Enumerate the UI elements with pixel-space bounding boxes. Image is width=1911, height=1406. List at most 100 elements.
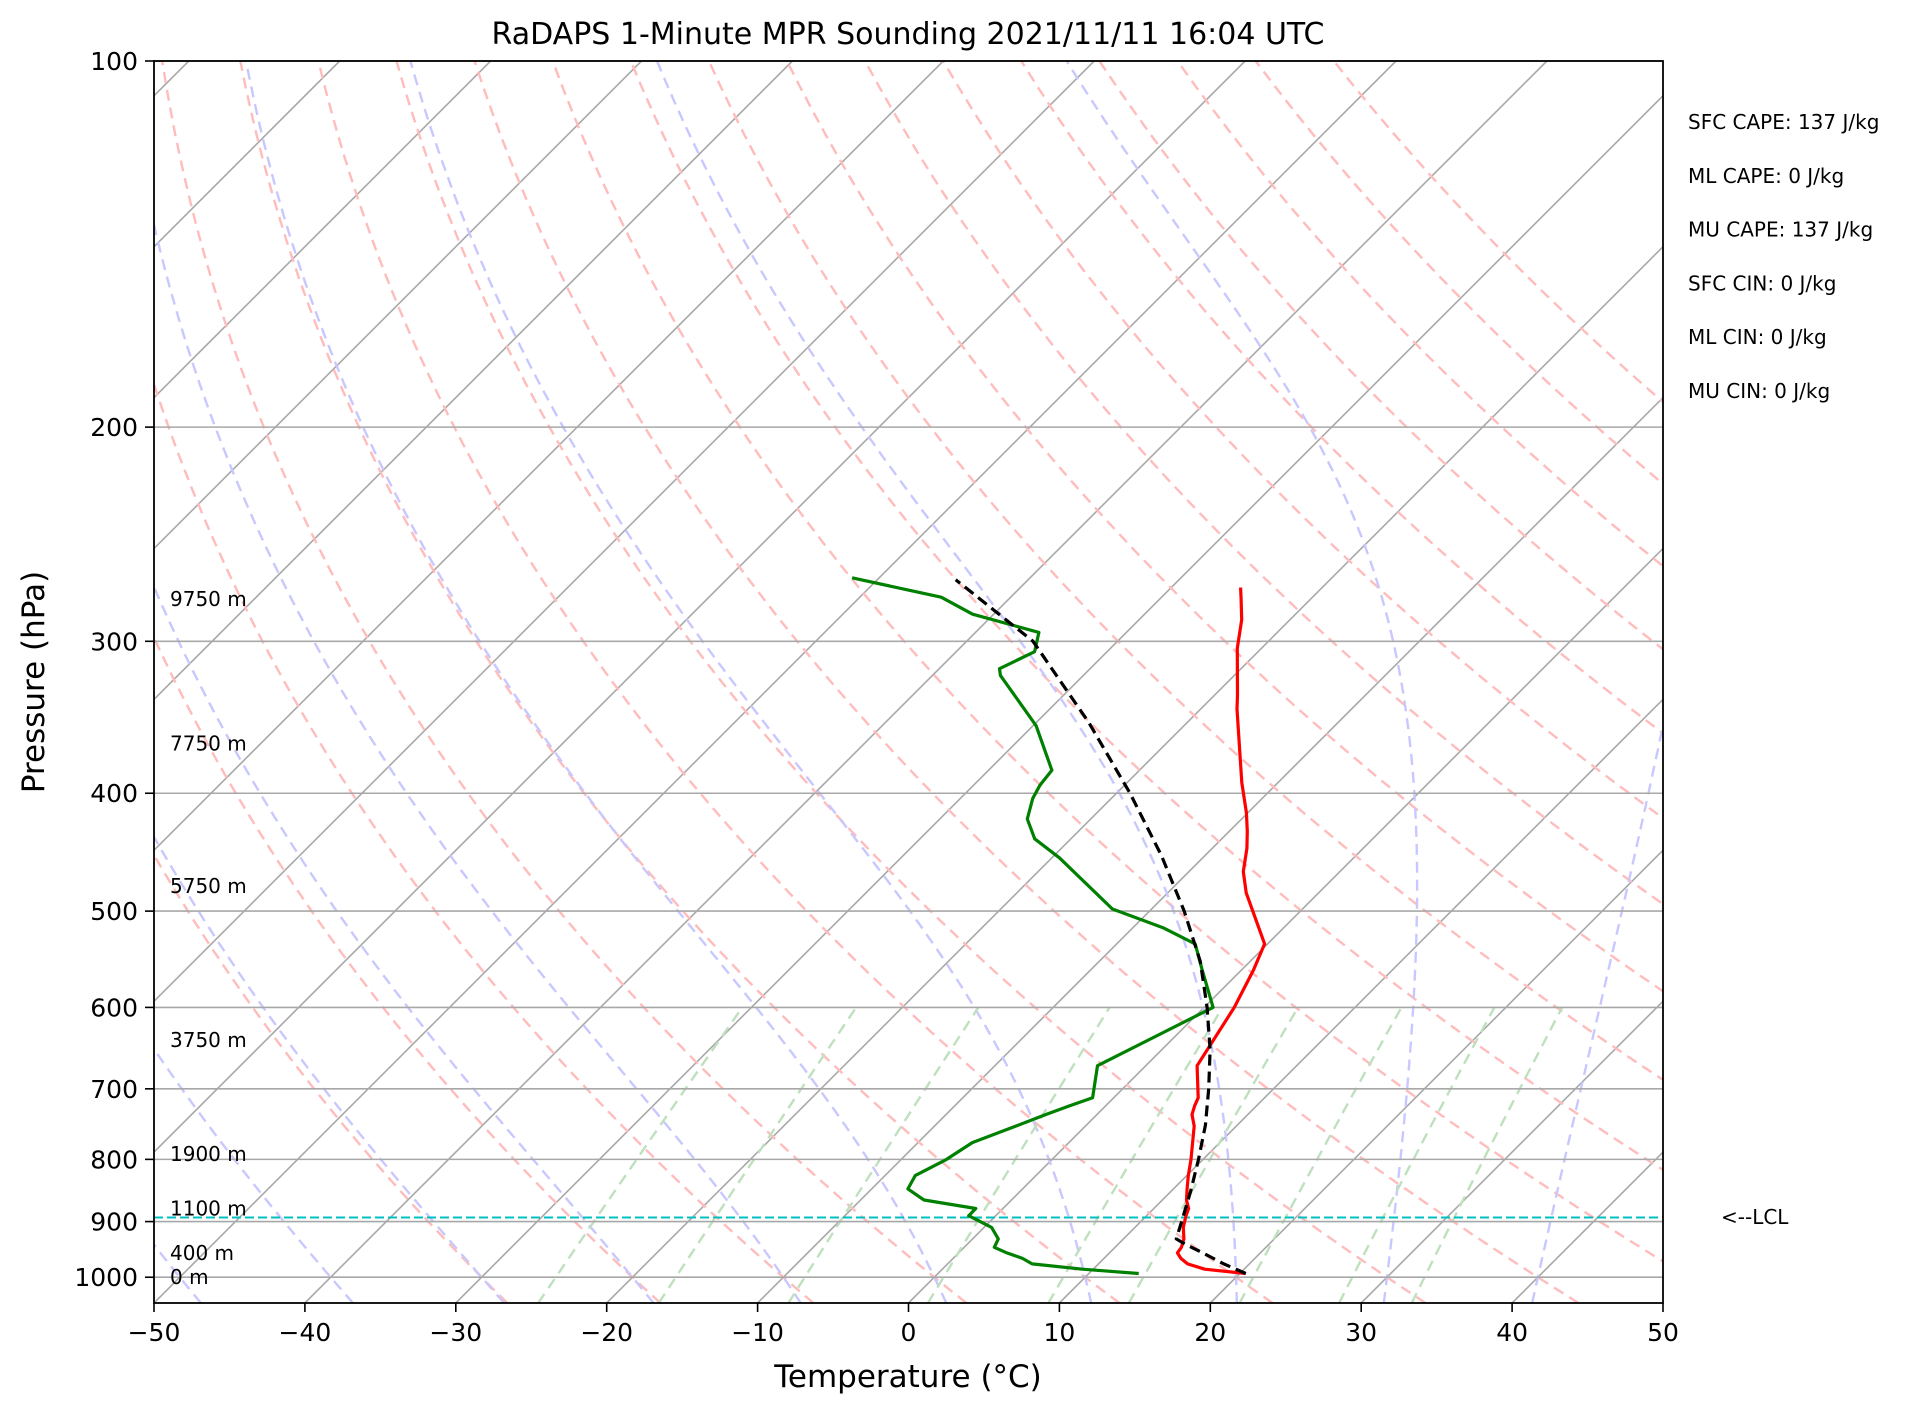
x-tick-label: 20 (1194, 1318, 1226, 1347)
isotherm-line (154, 61, 1095, 1003)
dry-adiabat-line (629, 61, 1663, 1172)
y-axis-label: Pressure (hPa) (16, 571, 52, 793)
stability-index-label: SFC CAPE: 137 J/kg (1688, 110, 1879, 134)
dry-adiabat-line (1020, 61, 1663, 735)
mixing-ratio-line (537, 1006, 744, 1303)
mixing-ratio-line (1127, 1006, 1300, 1303)
isotherm-line (1511, 1150, 1663, 1303)
isotherm-line (154, 61, 944, 852)
y-tick-label: 700 (90, 1075, 138, 1104)
dry-adiabat-line (239, 61, 1121, 1303)
moist-adiabat-line (1065, 61, 1419, 1303)
isotherm-line (154, 61, 1246, 1154)
x-tick-label: −10 (731, 1318, 784, 1347)
moist-adiabat-line (244, 61, 948, 1303)
stability-index-label: SFC CIN: 0 J/kg (1688, 271, 1836, 295)
mixing-ratio-line (657, 1006, 858, 1303)
isotherm-line (606, 245, 1663, 1303)
height-label: 5750 m (170, 874, 247, 898)
isotherm-line (1058, 698, 1663, 1303)
dry-adiabat-line (154, 852, 509, 1303)
mixing-ratio-line (1238, 1006, 1403, 1303)
height-label: 3750 m (170, 1028, 247, 1052)
height-label: 0 m (170, 1265, 209, 1289)
isotherm-line (757, 396, 1663, 1303)
dry-adiabat-line (785, 61, 1663, 993)
dry-adiabat-line (551, 61, 1663, 1263)
moist-adiabat-line (154, 583, 655, 1303)
height-label: 7750 m (170, 731, 247, 755)
stability-index-label: ML CAPE: 0 J/kg (1688, 164, 1844, 188)
x-tick-label: −30 (429, 1318, 482, 1347)
y-tick-label: 900 (90, 1208, 138, 1237)
y-tick-label: 100 (90, 47, 138, 76)
dry-adiabat-line (864, 61, 1663, 906)
x-tick-label: −50 (128, 1318, 181, 1347)
dry-adiabat-lines (154, 61, 1663, 1303)
x-tick-label: 10 (1043, 1318, 1075, 1347)
isotherm-line (154, 61, 643, 550)
height-label: 9750 m (170, 587, 247, 611)
y-tick-label: 400 (90, 779, 138, 808)
moist-adiabat-line (1531, 719, 1663, 1303)
height-label: 1100 m (170, 1197, 247, 1221)
y-tick-label: 300 (90, 627, 138, 656)
y-tick-label: 600 (90, 993, 138, 1022)
y-tick-label: 500 (90, 897, 138, 926)
mixing-ratio-line (1338, 1006, 1496, 1303)
moist-adiabat-line (655, 61, 1238, 1303)
dry-adiabat-line (1176, 61, 1663, 568)
y-tick-label: 800 (90, 1145, 138, 1174)
moist-adiabat-lines (154, 61, 1911, 1303)
isotherm-line (304, 61, 1548, 1303)
mixing-ratio-line (1410, 1006, 1564, 1303)
x-tick-label: 0 (901, 1318, 917, 1347)
height-label: 1900 m (170, 1142, 247, 1166)
x-axis-label: Temperature (°C) (773, 1359, 1042, 1395)
y-tick-label: 1000 (74, 1263, 138, 1292)
stability-indices: SFC CAPE: 137 J/kg ML CAPE: 0 J/kg MU CAPE… (1688, 110, 1879, 403)
x-tick-label: −20 (580, 1318, 633, 1347)
dry-adiabat-line (161, 61, 968, 1303)
isotherm-line (154, 61, 793, 701)
lcl-label: <--LCL (1721, 1205, 1789, 1229)
dry-adiabat-line (1254, 61, 1663, 486)
isotherm-line (455, 94, 1663, 1303)
mixing-ratio-lines (537, 1006, 1564, 1303)
stability-index-label: MU CIN: 0 J/kg (1688, 379, 1830, 403)
sounding-traces (851, 576, 1267, 1276)
isotherm-line (154, 61, 1397, 1303)
isotherm-line (907, 547, 1663, 1303)
mixing-ratio-line (926, 1006, 1111, 1303)
dry-adiabat-line (317, 61, 1274, 1303)
dry-adiabat-line (942, 61, 1663, 820)
dry-adiabat-line (154, 634, 662, 1303)
dry-adiabat-line (473, 61, 1580, 1303)
stability-index-label: ML CIN: 0 J/kg (1688, 325, 1827, 349)
height-label: 400 m (170, 1241, 234, 1265)
dry-adiabat-line (395, 61, 1427, 1303)
height-labels: 9750 m 7750 m 5750 m 3750 m 1900 m 1100 m 400 … (170, 587, 247, 1289)
isotherm-line (1662, 1301, 1663, 1303)
parcel-trace (954, 578, 1247, 1275)
moist-adiabat-line (1682, 61, 1911, 1303)
dry-adiabat-line (707, 61, 1663, 1082)
x-tick-label: 40 (1496, 1318, 1528, 1347)
moist-adiabat-line (154, 834, 505, 1303)
pressure-gridlines (154, 60, 1663, 1279)
isotherm-line (1209, 849, 1663, 1303)
isotherm-line (154, 61, 492, 399)
x-tick-label: −40 (279, 1318, 332, 1347)
x-axis-ticks: −50 −40 −30 −20 −10 0 10 20 30 40 50 (128, 1303, 1679, 1347)
isotherm-line (1360, 1000, 1663, 1303)
x-tick-label: 30 (1345, 1318, 1377, 1347)
isotherm-lines (154, 61, 1663, 1303)
moist-adiabat-line (154, 219, 802, 1303)
dry-adiabat-line (154, 380, 815, 1303)
x-tick-label: 50 (1647, 1318, 1679, 1347)
chart-title: RaDAPS 1-Minute MPR Sounding 2021/11/11 … (492, 17, 1325, 52)
mixing-ratio-line (787, 1006, 980, 1303)
y-axis-ticks: 100 200 300 400 500 600 700 800 900 1000 (74, 47, 154, 1292)
dry-adiabat-line (1332, 61, 1663, 404)
